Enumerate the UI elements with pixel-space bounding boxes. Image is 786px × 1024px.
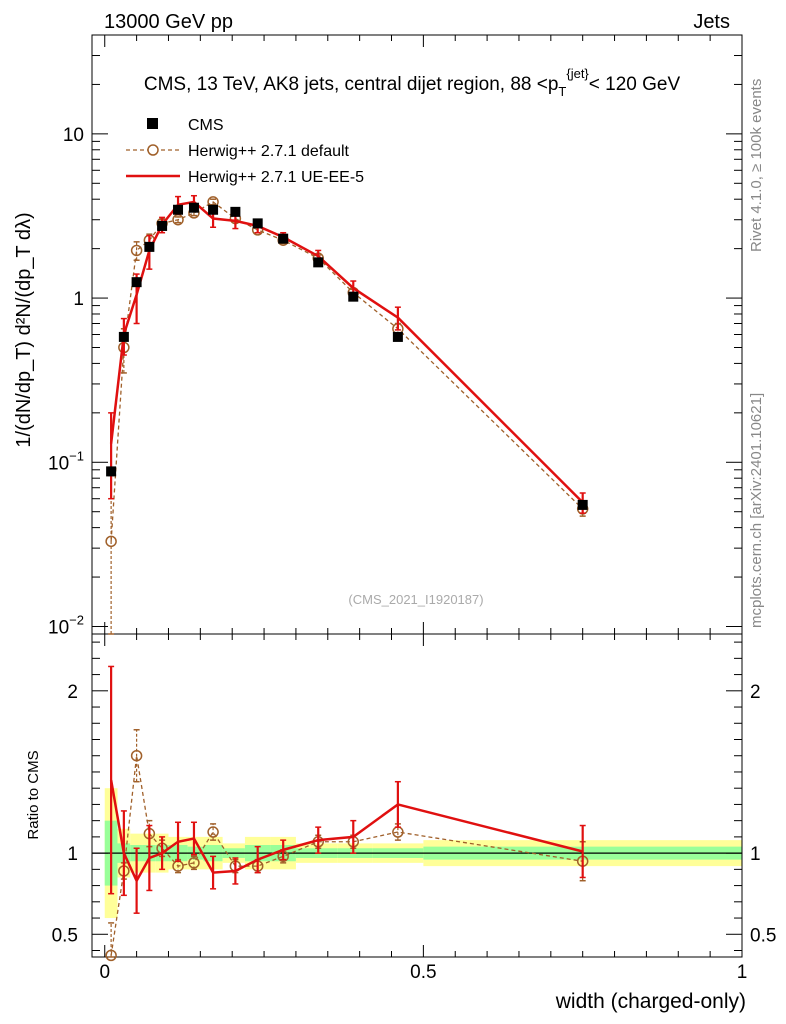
cms-data-point xyxy=(313,257,324,268)
y-tick-label: 10−1 xyxy=(48,448,84,474)
energy-label: 13000 GeV pp xyxy=(104,11,233,33)
x-axis-label: width (charged-only) xyxy=(555,990,746,1013)
ue-ee5-line xyxy=(109,779,583,884)
category-label: Jets xyxy=(693,11,730,33)
ratio-y-label: Ratio to CMS xyxy=(25,750,42,839)
default-data-point xyxy=(105,535,117,548)
legend-label: CMS xyxy=(188,117,224,134)
chart-title: CMS, 13 TeV, AK8 jets, central dijet reg… xyxy=(144,66,681,99)
default-line xyxy=(110,201,584,542)
default-data-point xyxy=(130,244,143,257)
cms-data-point xyxy=(106,466,117,477)
cms-data-point xyxy=(118,331,129,342)
default-data-point xyxy=(188,857,200,869)
y-axis-label-text: 1/(dN/dp_T) d²N/(dp_T dλ) xyxy=(13,212,35,447)
legend-marker-default xyxy=(147,144,159,156)
ratio-plot-frame xyxy=(91,633,743,958)
cms-data-point xyxy=(208,204,219,215)
cms-data-point xyxy=(157,220,168,231)
legend-label: Herwig++ 2.7.1 UE-EE-5 xyxy=(188,169,364,186)
ratio-y-tick-label-right: 0.5 xyxy=(750,925,776,946)
cms-data-point xyxy=(144,241,155,252)
cms-data-point xyxy=(188,202,199,213)
y-tick-label: 10−2 xyxy=(48,612,84,638)
cms-data-point xyxy=(230,206,241,217)
cms-data-point xyxy=(173,204,184,215)
mcplots-label: mcplots.cern.ch [arXiv:2401.10621] xyxy=(748,393,765,628)
default-data-point xyxy=(105,949,117,962)
ue-ee5-line xyxy=(109,200,584,504)
ratio-y-tick-label: 0.5 xyxy=(52,925,78,946)
cms-data-point xyxy=(577,499,588,510)
cms-data-point xyxy=(392,331,403,342)
cms-data-point xyxy=(348,291,359,302)
x-tick-label: 0 xyxy=(99,962,110,983)
ratio-y-tick-label: 2 xyxy=(67,682,78,703)
watermark: (CMS_2021_I1920187) xyxy=(348,592,483,607)
cms-data-point xyxy=(278,233,289,244)
y-tick-label: 1 xyxy=(73,289,84,310)
legend-label: Herwig++ 2.7.1 default xyxy=(188,143,350,160)
default-line xyxy=(110,755,583,956)
ratio-y-tick-label-right: 1 xyxy=(750,844,761,865)
default-data-point xyxy=(130,749,143,762)
rivet-label: Rivet 4.1.0, ≥ 100k events xyxy=(748,79,765,252)
cms-data-point xyxy=(252,218,263,229)
y-tick-label: 10 xyxy=(63,125,84,146)
ratio-y-tick-label: 1 xyxy=(67,844,78,865)
legend-marker-cms xyxy=(147,118,158,129)
ratio-y-tick-label-right: 2 xyxy=(750,682,761,703)
cms-data-point xyxy=(131,277,142,288)
x-tick-label: 1 xyxy=(737,962,748,983)
default-data-point xyxy=(207,826,219,838)
x-tick-label: 0.5 xyxy=(410,962,436,983)
main-y-label: 1/(dN/dp_T) d²N/(dp_T dλ) xyxy=(13,212,35,447)
